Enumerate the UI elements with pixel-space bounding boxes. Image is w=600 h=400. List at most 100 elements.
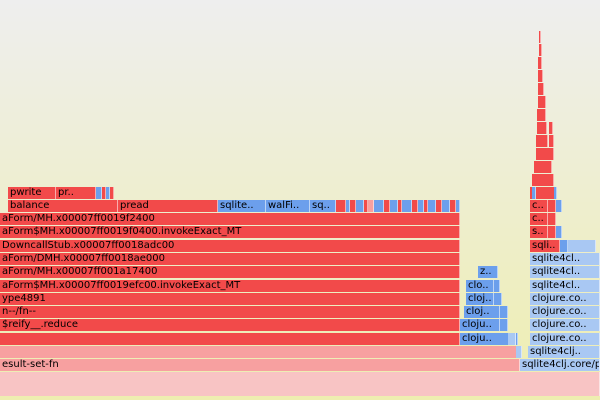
flame-frame-spike[interactable] [539, 44, 542, 56]
flame-frame[interactable] [390, 200, 398, 212]
flame-frame-invoke-efc00[interactable]: aForm$MH.x00007ff0019efc00.invokeExact_M… [0, 280, 460, 292]
flame-frame[interactable] [106, 187, 110, 199]
flame-frame[interactable] [500, 319, 508, 331]
flame-frame-pr[interactable]: pr.. [56, 187, 96, 199]
flame-frame[interactable] [368, 200, 374, 212]
flame-frame[interactable] [418, 200, 424, 212]
flame-frame-spike[interactable] [532, 174, 554, 186]
frame-label: balance [10, 200, 50, 211]
flame-frame[interactable] [110, 187, 114, 199]
flame-frame-root[interactable] [0, 384, 600, 396]
flame-frame-clojure-co-3[interactable]: clojure.co.. [530, 319, 600, 331]
flame-frame-type4891[interactable]: ype4891 [0, 293, 460, 305]
flame-frame[interactable] [494, 280, 500, 292]
frame-label: aForm$MH.x00007ff0019efc00.invokeExact_M… [2, 280, 241, 291]
flame-frame-sqlite[interactable]: sqlite.. [218, 200, 266, 212]
flame-frame-spike[interactable] [537, 122, 547, 134]
flame-frame-spike[interactable] [549, 122, 553, 134]
flame-frame[interactable] [0, 346, 520, 358]
flame-frame[interactable] [424, 200, 428, 212]
flame-frame[interactable] [398, 200, 402, 212]
flame-frame-balance[interactable]: balance [8, 200, 118, 212]
flame-frame-clo[interactable]: clo.. [466, 280, 494, 292]
flame-frame-spike[interactable] [539, 31, 541, 43]
flame-frame-cloju[interactable]: cloju.. [460, 319, 500, 331]
flame-frame-pwrite[interactable]: pwrite [8, 187, 56, 199]
flame-frame-sqlite4cl-2[interactable]: sqlite4cl.. [530, 280, 600, 292]
flame-frame[interactable] [442, 200, 450, 212]
flame-frame-pread[interactable]: pread [118, 200, 218, 212]
frame-label: $reify__.reduce [2, 319, 79, 330]
flame-frame[interactable] [346, 200, 350, 212]
flame-frame-s[interactable]: s.. [530, 226, 548, 238]
flame-frame-spike[interactable] [549, 135, 554, 147]
flame-frame-z[interactable]: z.. [478, 266, 498, 278]
flame-frame-c-2[interactable]: c.. [530, 213, 548, 225]
flame-frame[interactable] [96, 187, 102, 199]
flame-frame[interactable] [384, 200, 390, 212]
flame-frame[interactable] [516, 346, 522, 358]
flame-frame-downcall[interactable]: DowncallStub.x00007ff0018adc00 [0, 240, 460, 252]
flame-frame-clojure-co[interactable]: clojure.co.. [530, 293, 600, 305]
flame-frame[interactable] [402, 200, 412, 212]
flame-frame[interactable] [356, 200, 364, 212]
frame-label: cloj.. [466, 306, 490, 317]
flame-frame-spike[interactable] [538, 70, 543, 82]
flame-frame[interactable] [412, 200, 418, 212]
flame-frame-dmh[interactable]: aForm/DMH.x00007ff0018ae000 [0, 253, 460, 265]
flame-frame-mh-a17400[interactable]: aForm/MH.x00007ff001a17400 [0, 266, 460, 278]
flame-frame-clojure-co-2[interactable]: clojure.co.. [530, 306, 600, 318]
flame-frame[interactable] [568, 240, 596, 252]
flame-frame[interactable] [456, 200, 460, 212]
flame-frame[interactable] [554, 187, 557, 199]
flame-frame[interactable] [548, 226, 556, 238]
flame-frame[interactable] [494, 293, 502, 305]
flame-frame-spike[interactable] [548, 148, 554, 160]
flame-frame-result-set-fn[interactable]: esult-set-fn [0, 359, 520, 371]
flame-frame-sq[interactable]: sq.. [310, 200, 336, 212]
flame-frame[interactable] [0, 333, 460, 345]
flame-frame-sqlite4cl-3[interactable]: sqlite4cl.. [530, 253, 600, 265]
flame-frame-spike[interactable] [537, 109, 546, 121]
flame-frame[interactable] [428, 200, 436, 212]
flame-frame-root-2[interactable] [0, 372, 600, 384]
flame-frame-spike[interactable] [538, 83, 544, 95]
frame-label: cloj.. [468, 293, 492, 304]
flame-frame-sqli[interactable]: sqli.. [530, 240, 560, 252]
flame-frame[interactable] [102, 187, 106, 199]
flame-frame[interactable] [532, 187, 536, 199]
flame-frame-invoke-f0400[interactable]: aForm$MH.x00007ff0019f0400.invokeExact_M… [0, 226, 460, 238]
flame-frame[interactable] [364, 200, 368, 212]
flame-frame[interactable] [548, 213, 556, 225]
flame-frame-reify[interactable]: $reify__.reduce [0, 319, 460, 331]
flame-frame-spike[interactable] [538, 96, 546, 108]
flame-frame-clojure-co-4[interactable]: clojure.co.. [530, 333, 600, 345]
flame-frame[interactable] [560, 240, 568, 252]
flame-frame-sqlite4cl[interactable]: sqlite4cl.. [530, 266, 600, 278]
flame-frame-cloj[interactable]: cloj.. [466, 293, 494, 305]
flame-frame[interactable] [336, 200, 346, 212]
flame-frame[interactable] [508, 333, 516, 345]
flame-frame[interactable] [350, 200, 356, 212]
flame-frame-sqlite4clj[interactable]: sqlite4clj.. [528, 346, 600, 358]
frame-label: aForm/DMH.x00007ff0018ae000 [2, 253, 165, 264]
flame-frame-walfi[interactable]: walFi.. [266, 200, 310, 212]
flame-frame-cloju-2[interactable]: cloju.. [460, 333, 518, 345]
flame-frame[interactable] [500, 306, 508, 318]
flame-frame[interactable] [436, 200, 442, 212]
flame-frame-spike[interactable] [536, 135, 548, 147]
flame-frame-mh-f2400[interactable]: aForm/MH.x00007ff0019f2400 [0, 213, 460, 225]
flame-frame[interactable] [450, 200, 456, 212]
flame-frame-spike[interactable] [538, 57, 542, 69]
flame-frame[interactable] [556, 226, 562, 238]
flame-frame-spike[interactable] [534, 161, 552, 173]
flame-frame-sqlite4clj-core[interactable]: sqlite4clj.core/p [520, 359, 600, 371]
flame-frame-cloj-2[interactable]: cloj.. [464, 306, 500, 318]
flame-frame[interactable] [548, 200, 556, 212]
flame-frame-c[interactable]: c.. [530, 200, 548, 212]
flame-frame[interactable] [556, 200, 562, 212]
frame-label: pwrite [10, 187, 42, 198]
frame-label: aForm/MH.x00007ff001a17400 [2, 266, 158, 277]
flame-frame-fn[interactable]: n--/fn-- [0, 306, 460, 318]
flame-frame[interactable] [374, 200, 384, 212]
